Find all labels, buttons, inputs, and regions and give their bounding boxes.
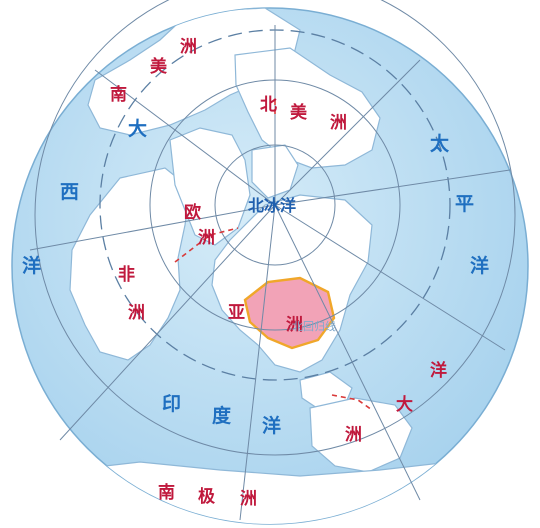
label-indian-char-2: 度	[212, 404, 232, 427]
label-antarctica-char-2: 极	[198, 487, 215, 507]
label-oceania-char-2: 洋	[430, 360, 447, 381]
border-africa-asia	[174, 227, 239, 263]
china-region	[243, 276, 336, 350]
label-atlantic-char-3: 洋	[22, 254, 41, 277]
label-pacific-char-1: 太	[430, 132, 450, 155]
label-asia-char-1: 亚	[228, 303, 245, 323]
south-america-landmass	[87, 8, 301, 136]
label-europe-char-2: 洲	[198, 228, 215, 248]
label-south-america-char-1: 南	[110, 84, 127, 105]
label-south-america-char-3: 洲	[180, 37, 197, 57]
label-europe-char-1: 欧	[184, 202, 201, 223]
label-indian-char-1: 印	[162, 393, 181, 415]
label-indian-char-3: 洋	[262, 414, 281, 437]
label-north-america-char-2: 美	[290, 102, 308, 123]
label-arctic-ocean: 北冰洋	[248, 196, 296, 215]
label-antarctica-char-3: 洲	[240, 489, 257, 509]
label-north-america-char-3: 洲	[330, 113, 347, 133]
label-atlantic-char-2: 西	[60, 181, 79, 203]
label-antarctica-char-1: 南	[158, 482, 175, 503]
label-pacific-char-3: 洋	[470, 254, 489, 277]
label-pacific-char-2: 平	[455, 193, 474, 215]
label-oceania-char-1: 大	[396, 394, 413, 415]
australia-landmass	[309, 397, 413, 473]
graticule-lines	[29, 0, 516, 521]
border-asia-oceania	[331, 394, 373, 411]
north-america-landmass	[234, 47, 381, 169]
label-africa-char-1: 非	[118, 264, 135, 285]
label-north-america-char-1: 北	[260, 95, 277, 115]
label-south-america-char-2: 美	[150, 56, 168, 77]
label-atlantic-char-1: 大	[128, 117, 147, 140]
label-africa-char-2: 洲	[128, 303, 145, 323]
label-asia-char-2: 洲	[286, 315, 303, 335]
label-oceania-char-3: 洲	[345, 425, 362, 445]
label-tropic-note: 北回归线	[292, 319, 336, 333]
